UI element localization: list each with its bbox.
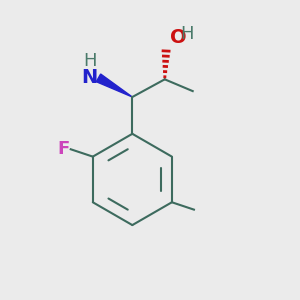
Text: N: N: [82, 68, 98, 87]
Text: H: H: [180, 25, 194, 43]
Text: F: F: [57, 140, 69, 158]
Text: O: O: [170, 28, 186, 47]
Text: H: H: [83, 52, 96, 70]
Polygon shape: [96, 74, 132, 97]
